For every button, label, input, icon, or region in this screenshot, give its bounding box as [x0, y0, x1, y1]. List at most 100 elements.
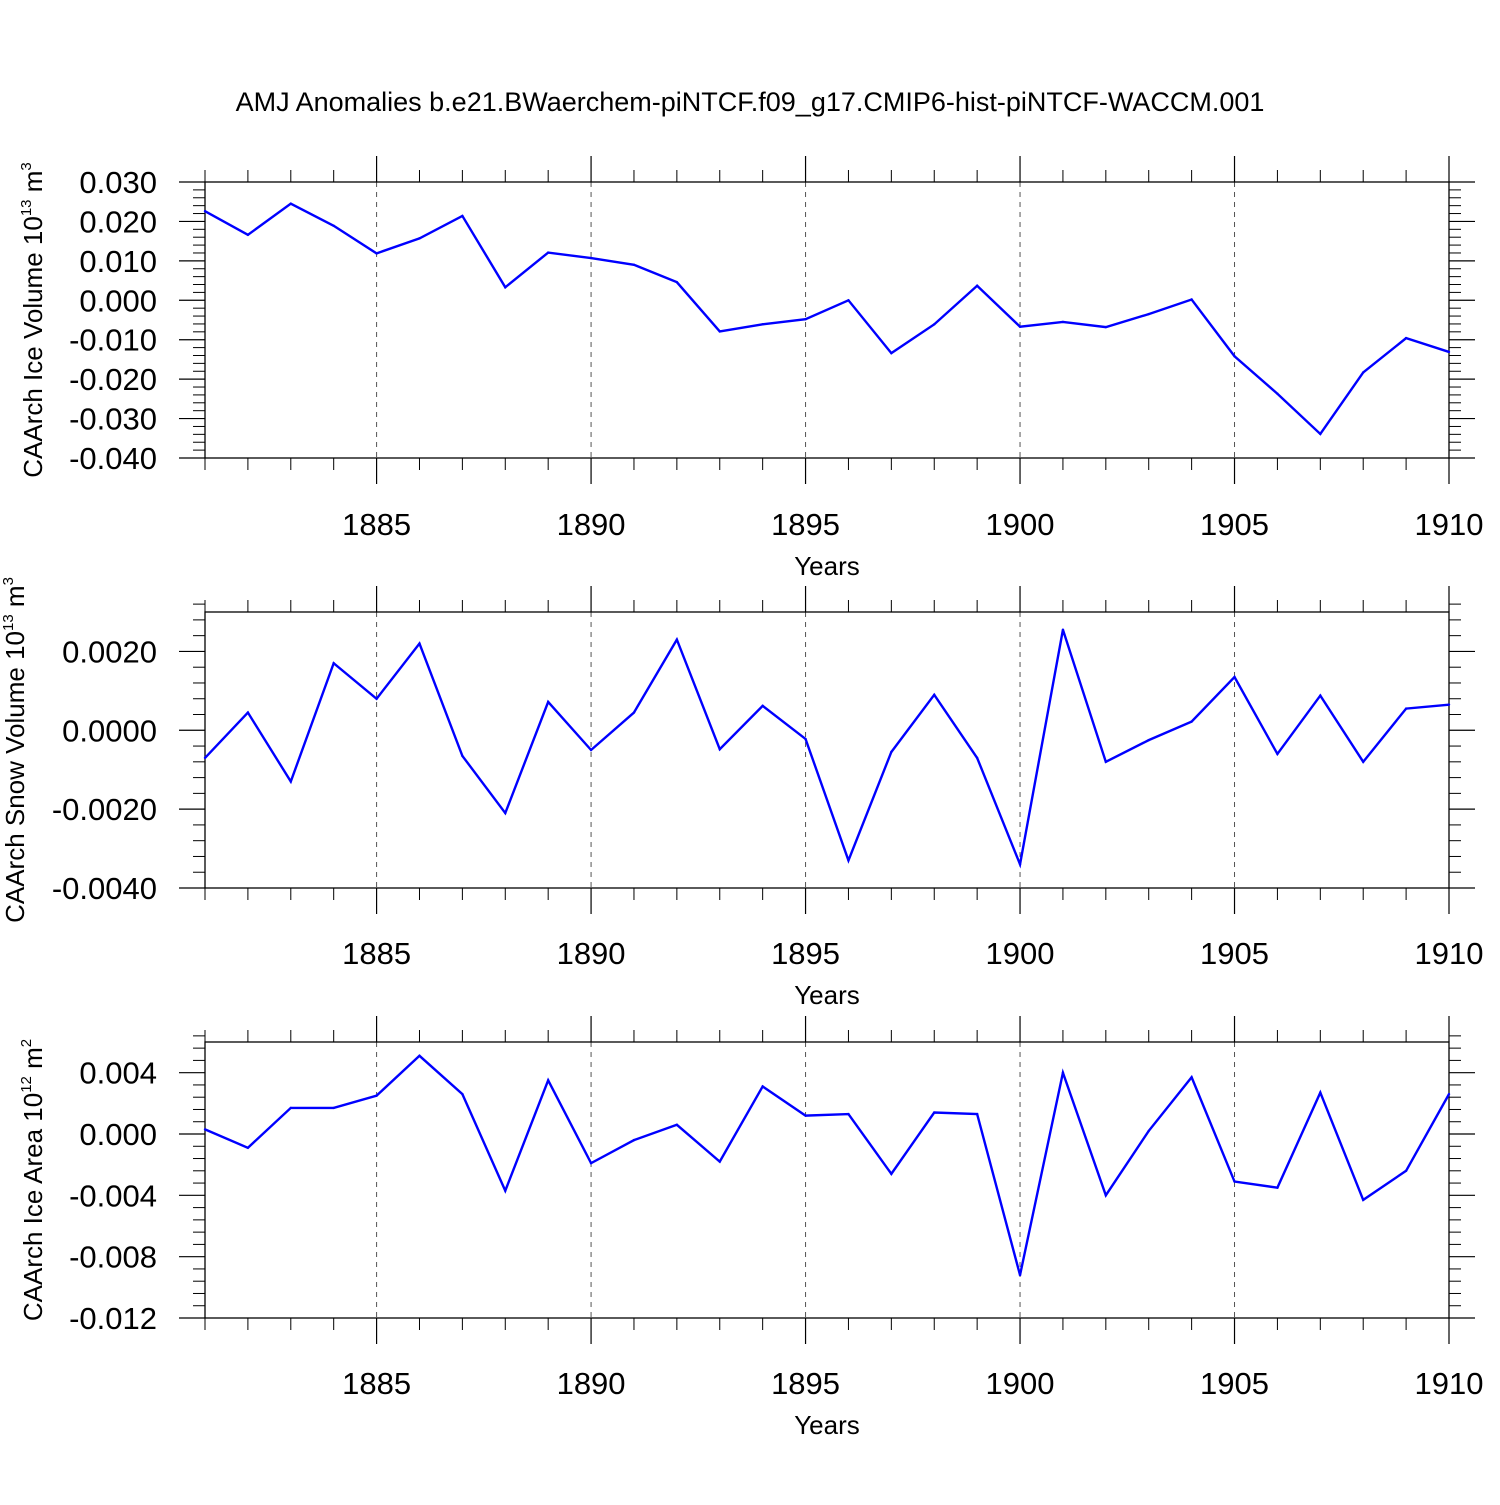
data-point [1319, 694, 1322, 697]
y-tick-label: -0.008 [69, 1240, 157, 1275]
series-line-2 [204, 629, 1450, 869]
data-point [632, 711, 636, 714]
data-point [418, 1054, 421, 1058]
series-line-1 [204, 202, 1450, 436]
data-point [1104, 325, 1108, 329]
x-axis-title: Years [794, 551, 860, 581]
data-point [289, 202, 292, 205]
x-tick-label: 1890 [557, 1366, 626, 1401]
data-point [847, 859, 850, 862]
data-point [632, 1138, 636, 1142]
data-point [1061, 1071, 1065, 1074]
data-point [890, 351, 893, 355]
x-tick-label: 1910 [1415, 936, 1484, 971]
data-point [847, 1112, 850, 1116]
y-axis-title-text: CAArch Ice Area 10 [18, 1093, 48, 1321]
data-point [332, 662, 335, 665]
data-point [375, 1094, 378, 1097]
chart-title: AMJ Anomalies b.e21.BWaerchem-piNTCF.f09… [236, 87, 1265, 117]
data-point [1018, 325, 1022, 328]
y-tick-label: -0.0040 [52, 871, 157, 906]
y-tick-label: -0.030 [69, 402, 157, 437]
data-point [375, 252, 378, 255]
plot-frame [204, 1041, 1450, 1319]
data-point [1319, 1091, 1322, 1094]
y-tick-label: 0.004 [79, 1056, 157, 1091]
data-point [504, 1189, 507, 1192]
y-axis-title-unit-exponent: 3 [18, 162, 35, 170]
x-tick-label: 1885 [342, 936, 411, 971]
data-point [461, 754, 464, 758]
y-axis-title-unit: m [18, 171, 48, 200]
y-axis-title: CAArch Ice Area 1012 m2 [18, 1039, 48, 1321]
data-point [1319, 432, 1322, 436]
data-point [246, 233, 250, 237]
data-point [589, 256, 593, 260]
data-point [718, 748, 721, 751]
data-point [332, 224, 335, 227]
data-point [1447, 1092, 1451, 1096]
x-tick-label: 1885 [342, 507, 411, 542]
x-tick-label: 1900 [986, 507, 1055, 542]
y-tick-label: -0.020 [69, 362, 157, 397]
data-point [847, 299, 850, 302]
x-tick-label: 1905 [1200, 1366, 1269, 1401]
y-tick-label: 0.030 [79, 165, 157, 200]
data-point [1061, 628, 1065, 631]
data-point [1104, 760, 1108, 764]
data-point [461, 214, 464, 218]
data-point [1276, 1186, 1279, 1189]
plot-frame [204, 611, 1450, 889]
data-point [546, 251, 550, 254]
x-tick-label: 1895 [771, 507, 840, 542]
data-point [718, 1160, 721, 1163]
y-tick-label: 0.0020 [62, 634, 157, 669]
data-point [1362, 760, 1365, 764]
y-axis-title: CAArch Snow Volume 1013 m3 [0, 577, 30, 923]
y-tick-label: 0.0000 [62, 713, 157, 748]
x-axis-title: Years [794, 1410, 860, 1440]
x-tick-label: 1900 [986, 1366, 1055, 1401]
y-tick-label: -0.0020 [52, 792, 157, 827]
data-point [1190, 720, 1193, 723]
data-point [504, 811, 507, 815]
x-tick-label: 1885 [342, 1366, 411, 1401]
data-point [1147, 312, 1150, 316]
plot-frame [204, 181, 1450, 459]
x-tick-label: 1895 [771, 1366, 840, 1401]
data-point [1061, 320, 1065, 324]
data-point [418, 642, 421, 645]
series-line-3 [204, 1054, 1451, 1276]
y-axis-title-text: CAArch Ice Volume 10 [18, 216, 48, 478]
data-point [1447, 703, 1451, 706]
data-point [975, 1112, 979, 1116]
data-point [890, 750, 893, 754]
data-point [761, 704, 764, 708]
data-point [1018, 863, 1022, 866]
data-point [1233, 355, 1236, 358]
data-point [1233, 675, 1236, 679]
panels-group: 0.030 0.020 0.010 0.000 -0.010 -0.020 -0.030 -0… [0, 156, 1483, 1440]
data-point [933, 1111, 936, 1114]
y-tick-label: -0.010 [69, 323, 157, 358]
data-point [1104, 1194, 1108, 1197]
x-tick-label: 1910 [1415, 507, 1484, 542]
data-point [546, 700, 550, 704]
data-point [1447, 350, 1451, 354]
x-axis-title: Years [794, 980, 860, 1010]
x-tick-label: 1910 [1415, 1366, 1484, 1401]
data-point [632, 263, 636, 266]
data-point [1404, 336, 1408, 340]
data-point [1018, 1273, 1022, 1277]
data-point [1147, 738, 1150, 742]
data-point [203, 756, 207, 760]
x-tick-label: 1895 [771, 936, 840, 971]
data-point [933, 323, 936, 326]
y-tick-label: -0.040 [69, 441, 157, 476]
data-point [246, 1146, 250, 1150]
data-point [375, 697, 378, 700]
data-point [1233, 1180, 1236, 1183]
